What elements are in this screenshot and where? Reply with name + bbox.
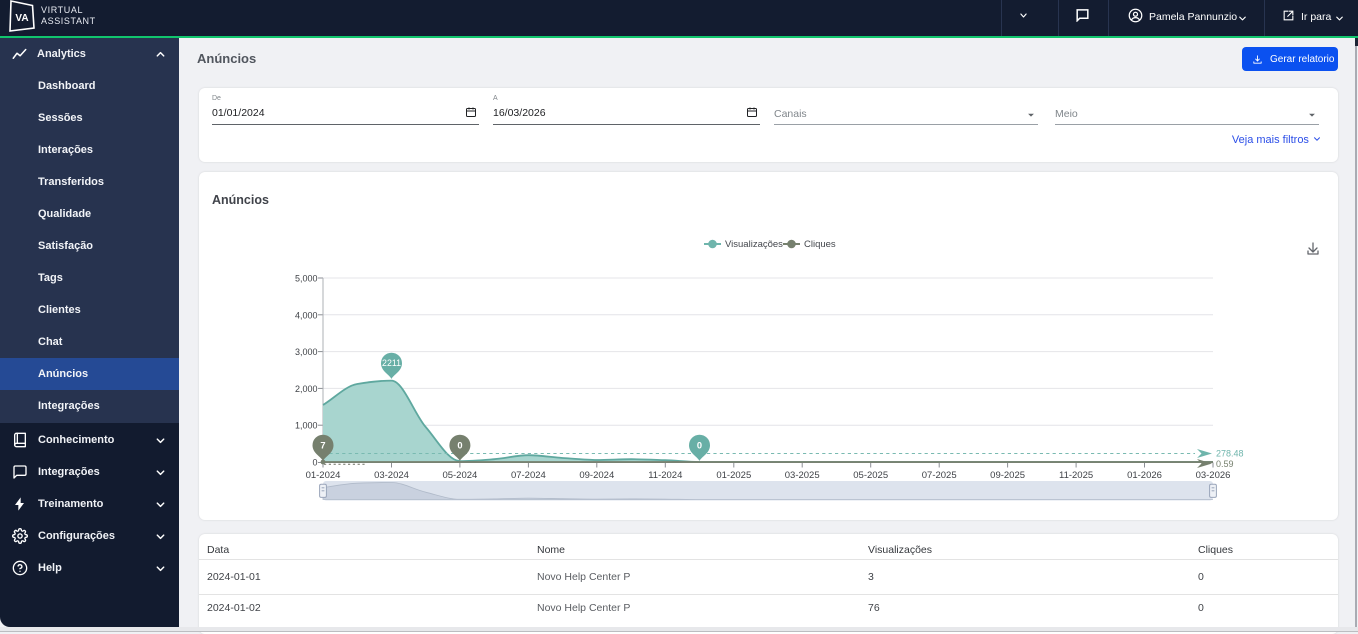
svg-text:2,000: 2,000 <box>295 384 318 394</box>
svg-text:0: 0 <box>457 441 462 451</box>
svg-text:11-2024: 11-2024 <box>648 470 682 481</box>
svg-text:7: 7 <box>320 441 325 451</box>
svg-text:03-2024: 03-2024 <box>374 470 409 481</box>
svg-text:2211: 2211 <box>382 358 401 368</box>
svg-text:1,000: 1,000 <box>295 421 318 431</box>
svg-text:4,000: 4,000 <box>295 310 318 320</box>
svg-text:03-2025: 03-2025 <box>785 470 820 481</box>
svg-text:07-2025: 07-2025 <box>922 470 957 481</box>
svg-text:0.59: 0.59 <box>1216 459 1234 469</box>
svg-text:01-2024: 01-2024 <box>306 470 341 481</box>
svg-text:05-2025: 05-2025 <box>853 470 888 481</box>
svg-text:01-2025: 01-2025 <box>716 470 751 481</box>
svg-text:0: 0 <box>697 441 702 451</box>
svg-text:05-2024: 05-2024 <box>442 470 477 481</box>
svg-text:3,000: 3,000 <box>295 347 318 357</box>
svg-text:VA: VA <box>15 13 28 24</box>
svg-text:09-2025: 09-2025 <box>990 470 1025 481</box>
svg-text:5,000: 5,000 <box>295 274 318 284</box>
svg-text:01-2026: 01-2026 <box>1127 470 1162 481</box>
svg-text:278.48: 278.48 <box>1216 449 1244 459</box>
svg-text:07-2024: 07-2024 <box>511 470 546 481</box>
svg-text:09-2024: 09-2024 <box>579 470 614 481</box>
svg-text:11-2025: 11-2025 <box>1059 470 1093 481</box>
svg-text:Visualizações: Visualizações <box>725 239 783 250</box>
svg-text:Cliques: Cliques <box>804 239 836 250</box>
svg-text:0: 0 <box>312 458 317 468</box>
svg-text:03-2026: 03-2026 <box>1196 470 1231 481</box>
